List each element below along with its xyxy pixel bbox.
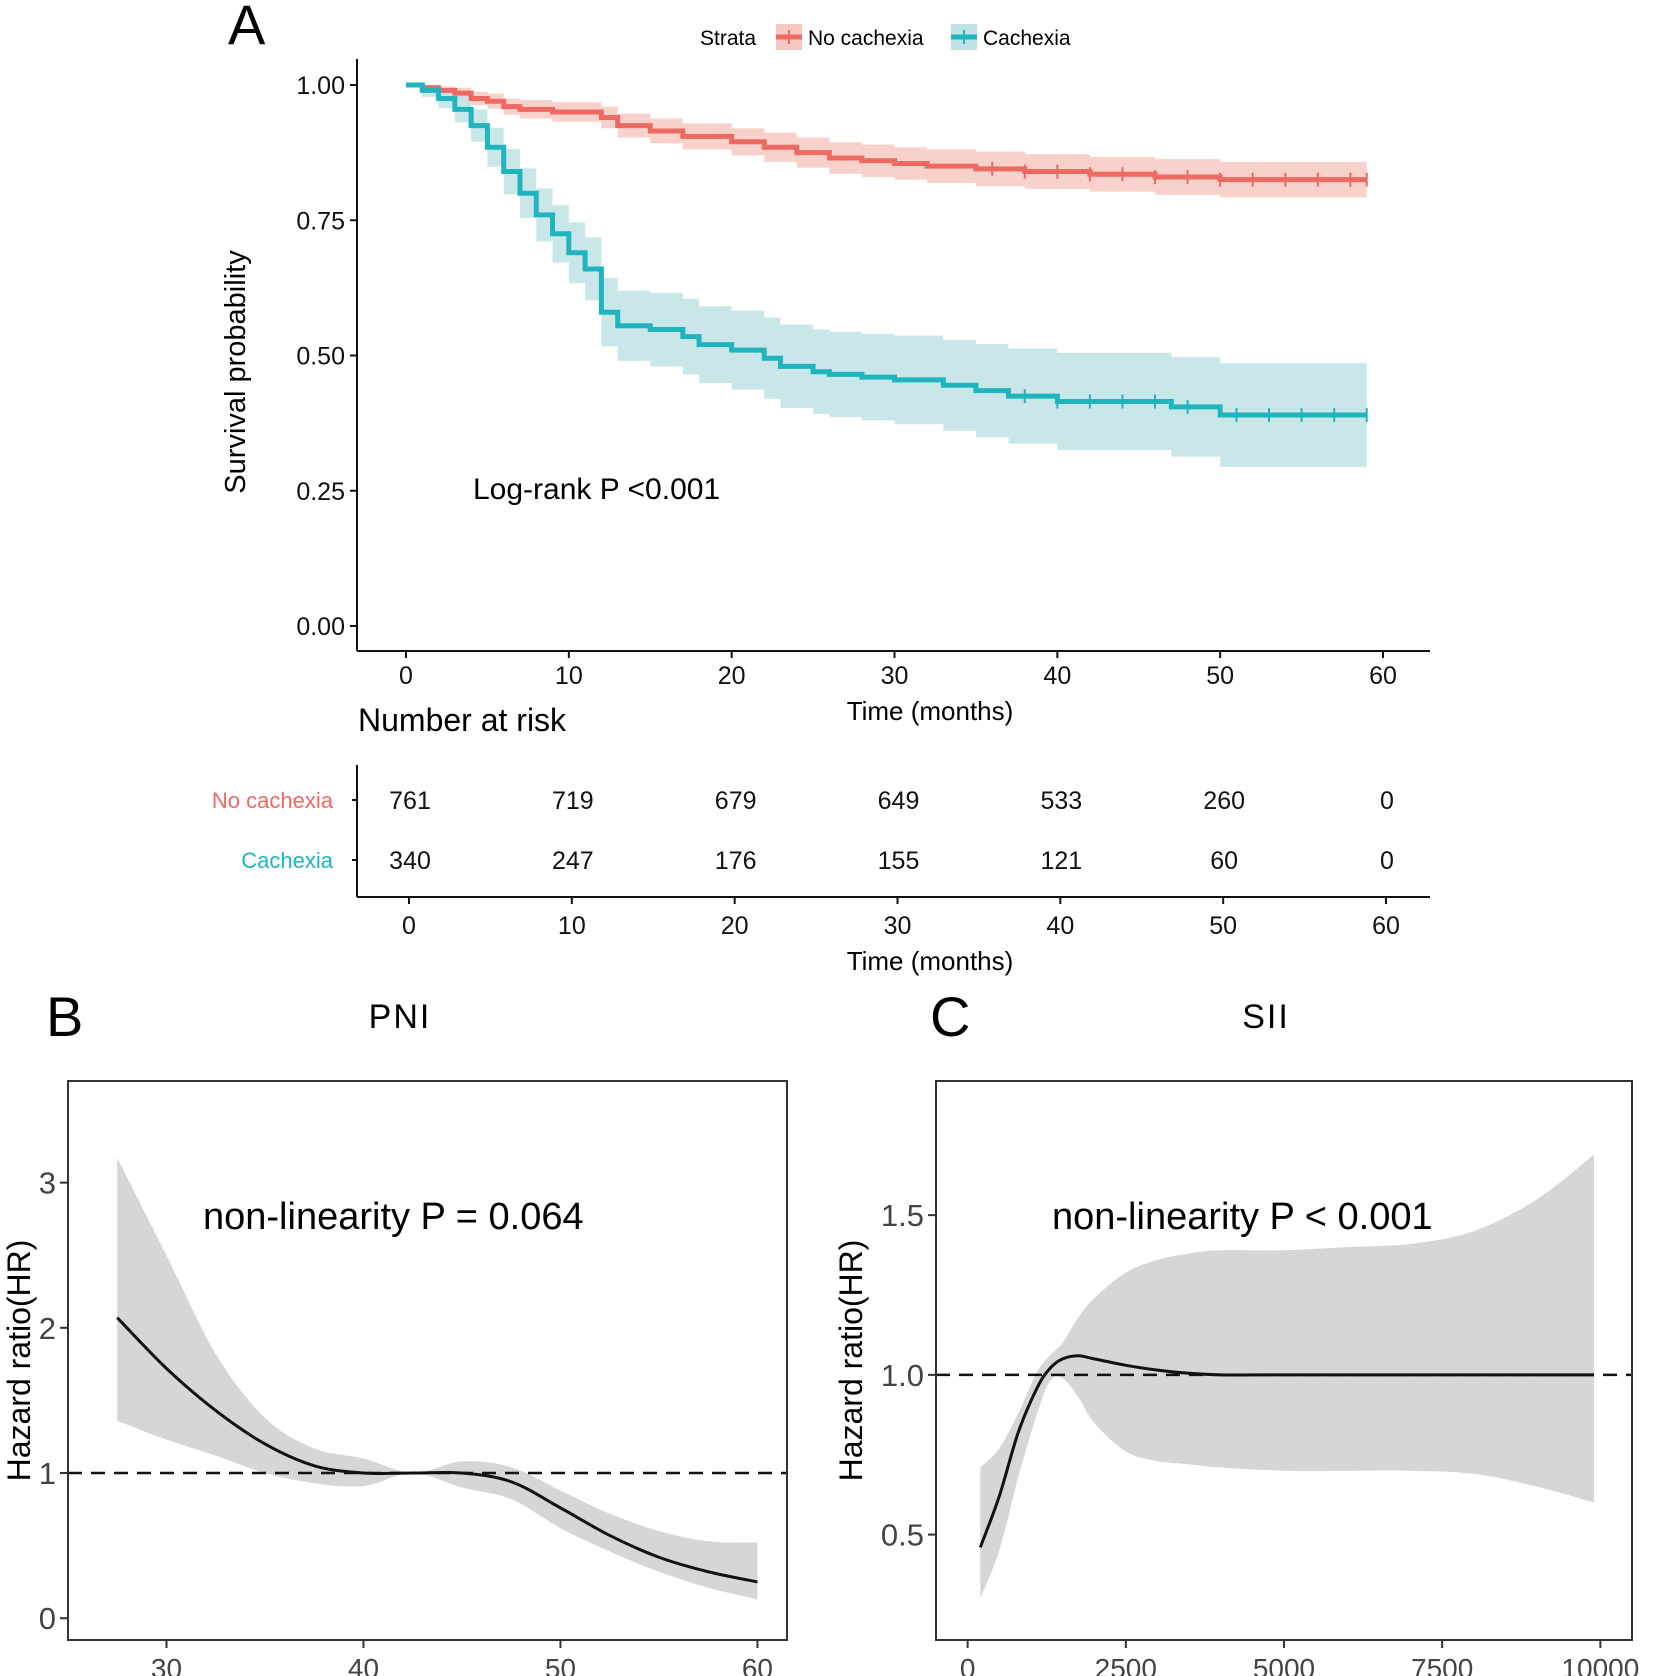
x-tick-label: 10000 [1561, 1653, 1639, 1676]
risk-x-tick-label: 40 [1046, 912, 1074, 940]
x-tick-label: 60 [742, 1653, 773, 1676]
legend-label: Cachexia [983, 27, 1071, 50]
y-tick-label: 0.5 [881, 1518, 924, 1553]
risk-x-axis-title: Time (months) [847, 946, 1014, 976]
legend-label: No cachexia [808, 27, 924, 50]
x-tick-label: 0 [960, 1653, 976, 1676]
y-tick-label: 1.00 [296, 72, 345, 100]
x-tick-label: 2500 [1095, 1653, 1157, 1676]
panel-title: PNI [369, 998, 432, 1036]
panel-label-c: C [930, 985, 970, 1048]
risk-count: 719 [552, 787, 594, 815]
panel-a: A Strata No cachexia Cachexia 0.00 0.25 0.50 0.… [212, 0, 1430, 976]
hazard-curve [116, 1316, 758, 1584]
x-axis-title: Time (months) [847, 696, 1014, 726]
y-tick-label: 0 [39, 1601, 56, 1636]
x-tick-label: 50 [545, 1653, 576, 1676]
x-tick-label: 60 [1369, 662, 1397, 690]
y-axis-title: Survival probability [220, 250, 252, 494]
y-tick-label: 1.5 [881, 1198, 924, 1233]
risk-count: 155 [878, 847, 920, 875]
panel-title: SII [1242, 998, 1290, 1036]
y-tick-label: 1 [39, 1456, 56, 1491]
legend: Strata No cachexia Cachexia [700, 24, 1071, 50]
survival-curve-no-cachexia [406, 82, 1367, 183]
y-tick-label: 0.50 [296, 343, 345, 371]
risk-count: 260 [1203, 787, 1245, 815]
panel-b: B PNI 0 1 2 3 30 40 50 60 Hazard ratio(HR) non-line… [1, 985, 788, 1676]
x-tick-label: 40 [1043, 662, 1071, 690]
risk-x-tick-label: 30 [884, 912, 912, 940]
risk-row-label: No cachexia [212, 788, 334, 813]
confidence-band [980, 1154, 1595, 1599]
risk-x-tick-label: 20 [721, 912, 749, 940]
y-tick-label: 1.0 [881, 1358, 924, 1393]
x-tick-label: 7500 [1411, 1653, 1473, 1676]
y-tick-label: 0.00 [296, 613, 345, 641]
hazard-curve [978, 1354, 1595, 1548]
x-tick-label: 30 [881, 662, 909, 690]
panel-label-a: A [228, 0, 266, 56]
x-tick-label: 5000 [1253, 1653, 1315, 1676]
risk-x-tick-label: 50 [1209, 912, 1237, 940]
panel-c: C SII 0.5 1.0 1.5 0 2500 5000 7500 10000 Hazard ra… [833, 985, 1639, 1676]
survival-curve-cachexia [406, 82, 1367, 418]
legend-title: Strata [700, 27, 756, 50]
nonlinearity-annotation: non-linearity P < 0.001 [1052, 1196, 1433, 1238]
risk-count: 121 [1040, 847, 1082, 875]
risk-count: 0 [1380, 787, 1394, 815]
risk-count: 649 [878, 787, 920, 815]
risk-x-tick-label: 0 [402, 912, 416, 940]
risk-count: 533 [1040, 787, 1082, 815]
y-tick-label: 0.75 [296, 207, 345, 235]
x-tick-label: 0 [399, 662, 413, 690]
risk-x-tick-label: 10 [558, 912, 586, 940]
risk-count: 60 [1210, 847, 1238, 875]
risk-table: Number at risk No cachexia 761 719 679 649 533… [212, 702, 1430, 976]
risk-table-title: Number at risk [358, 702, 567, 738]
ci-band-no-cachexia [406, 85, 1367, 198]
logrank-annotation: Log-rank P <0.001 [473, 473, 720, 506]
y-tick-label: 0.25 [296, 478, 345, 506]
x-tick-label: 30 [151, 1653, 182, 1676]
plot-frame [67, 1080, 788, 1641]
risk-row-label: Cachexia [241, 848, 333, 873]
risk-count: 679 [715, 787, 757, 815]
x-tick-label: 20 [718, 662, 746, 690]
panel-label-b: B [46, 985, 83, 1048]
x-tick-label: 50 [1206, 662, 1234, 690]
risk-count: 761 [389, 787, 431, 815]
risk-count: 176 [715, 847, 757, 875]
y-tick-label: 3 [39, 1166, 56, 1201]
y-axis-title: Hazard ratio(HR) [833, 1240, 869, 1482]
x-tick-label: 40 [348, 1653, 379, 1676]
ci-band-cachexia [406, 85, 1367, 467]
x-tick-label: 10 [555, 662, 583, 690]
confidence-band [117, 1157, 758, 1600]
y-axis-title: Hazard ratio(HR) [1, 1240, 37, 1482]
risk-x-tick-label: 60 [1372, 912, 1400, 940]
y-tick-label: 2 [39, 1311, 56, 1346]
risk-count: 247 [552, 847, 594, 875]
nonlinearity-annotation: non-linearity P = 0.064 [203, 1196, 584, 1238]
risk-count: 340 [389, 847, 431, 875]
risk-count: 0 [1380, 847, 1394, 875]
